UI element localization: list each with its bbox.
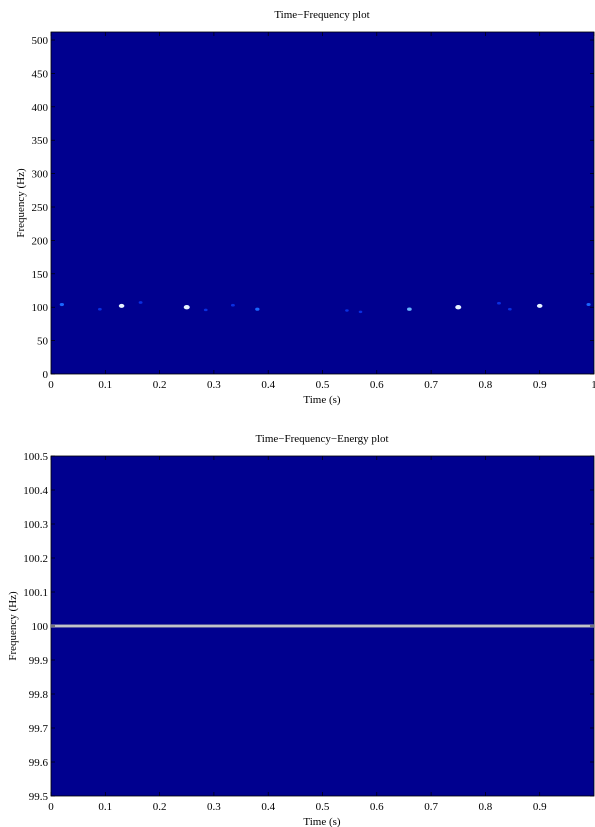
energy-point: [497, 301, 501, 305]
y-tick-label: 250: [32, 202, 49, 214]
x-tick-label: 0.2: [153, 379, 167, 391]
chart-title: Time−Frequency plot: [274, 9, 369, 21]
x-tick-label: 0.4: [261, 379, 275, 391]
x-ticks: 0 0.1 0.2 0.3 0.4 0.5 0.6 0.7 0.8 0.9: [48, 456, 547, 813]
energy-point: [183, 305, 190, 310]
x-tick-label: 0.6: [370, 379, 384, 391]
x-tick-label: 0.7: [424, 801, 438, 813]
chart-time-frequency: Time−Frequency plot 0 0.1 0.2 0.3 0.4 0.5 0.6 0…: [15, 9, 595, 406]
energy-point: [59, 302, 65, 307]
energy-point: [230, 303, 235, 307]
y-tick-label: 0: [43, 369, 49, 381]
y-tick-label: 200: [32, 235, 49, 247]
x-tick-label: 0.1: [98, 801, 112, 813]
energy-point: [358, 310, 363, 314]
energy-point: [97, 307, 102, 311]
energy-point: [507, 307, 512, 311]
x-tick-label: 0.9: [533, 801, 547, 813]
y-tick-label: 99.5: [29, 791, 49, 803]
y-tick-label: 99.8: [29, 689, 49, 701]
energy-point: [407, 307, 412, 311]
energy-point: [203, 308, 208, 312]
energy-point: [536, 303, 543, 308]
y-tick-label: 300: [32, 169, 49, 181]
x-tick-label: 0: [48, 801, 54, 813]
x-tick-label: 1: [591, 379, 595, 391]
y-tick-label: 100.3: [23, 519, 48, 531]
y-tick-label: 99.7: [29, 723, 49, 735]
y-tick-label: 100: [32, 621, 49, 633]
energy-point: [345, 309, 349, 312]
plot-area: [50, 31, 595, 375]
y-tick-label: 99.6: [29, 757, 49, 769]
y-tick-label: 400: [32, 102, 49, 114]
x-tick-label: 0: [48, 379, 54, 391]
x-axis-label: Time (s): [303, 816, 341, 827]
y-tick-label: 99.9: [29, 655, 49, 667]
x-tick-label: 0.8: [479, 379, 493, 391]
y-tick-label: 150: [32, 269, 49, 281]
y-tick-label: 100.1: [23, 587, 48, 599]
y-tick-label: 350: [32, 135, 49, 147]
y-tick-label: 100.4: [23, 485, 48, 497]
x-tick-label: 0.3: [207, 379, 221, 391]
y-axis-label: Frequency (Hz): [7, 591, 19, 661]
energy-point: [455, 305, 462, 310]
y-tick-label: 450: [32, 68, 49, 80]
y-axis-label: Frequency (Hz): [15, 168, 27, 238]
energy-point: [586, 303, 591, 307]
y-tick-label: 500: [32, 35, 49, 47]
x-tick-label: 0.9: [533, 379, 547, 391]
x-tick-label: 0.3: [207, 801, 221, 813]
x-tick-label: 0.2: [153, 801, 167, 813]
y-tick-label: 100: [32, 302, 49, 314]
x-tick-label: 0.5: [316, 379, 330, 391]
y-ticks: 0 50 100 150 200 250 300 350 400 450 500: [32, 35, 594, 381]
x-ticks: 0 0.1 0.2 0.3 0.4 0.5 0.6 0.7 0.8 0.9 1: [48, 32, 595, 391]
energy-point: [138, 301, 143, 304]
x-axis-label: Time (s): [303, 394, 341, 406]
x-tick-label: 0.1: [98, 379, 112, 391]
x-tick-label: 0.5: [316, 801, 330, 813]
chart-time-frequency-energy: Time−Frequency−Energy plot 0 0.1 0.2 0.3 0.4…: [7, 433, 595, 827]
x-tick-label: 0.8: [479, 801, 493, 813]
y-ticks: 99.5 99.6 99.7 99.8 99.9 100 100.1 100.2 100.3 10…: [23, 451, 594, 803]
x-tick-label: 0.6: [370, 801, 384, 813]
x-tick-label: 0.4: [261, 801, 275, 813]
energy-point: [118, 303, 125, 308]
y-tick-label: 100.2: [23, 553, 48, 565]
energy-point: [255, 307, 260, 311]
y-tick-label: 100.5: [23, 451, 48, 463]
chart-title: Time−Frequency−Energy plot: [255, 433, 388, 445]
y-tick-label: 50: [37, 336, 49, 348]
energy-points: [59, 301, 591, 314]
x-tick-label: 0.7: [424, 379, 438, 391]
